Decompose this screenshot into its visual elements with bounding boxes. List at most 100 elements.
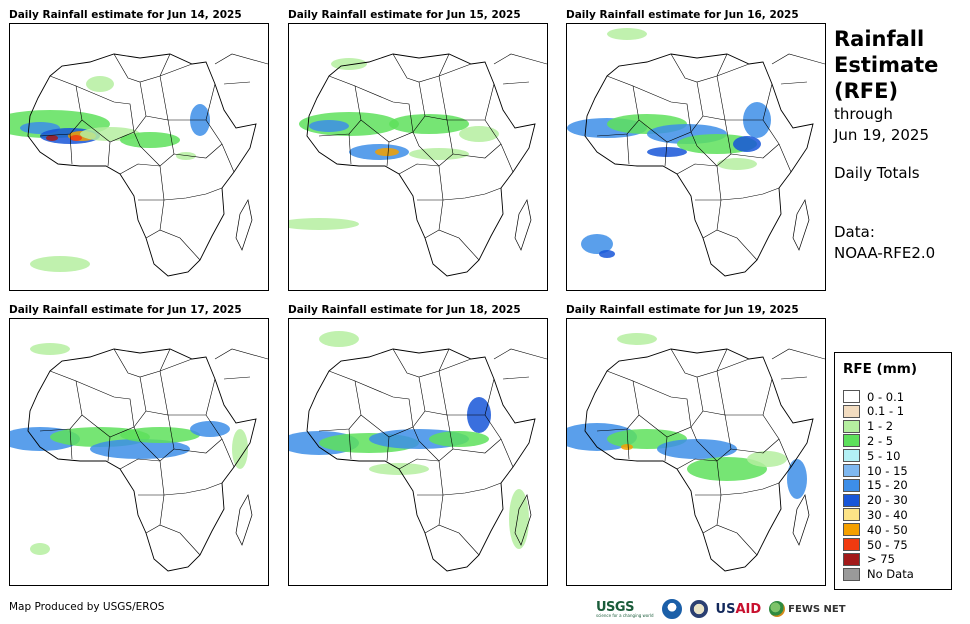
country-border [392, 348, 450, 378]
fews-globe-icon [769, 601, 786, 617]
country-border [447, 83, 495, 121]
legend-swatch [843, 390, 860, 403]
rainfall-area [617, 333, 657, 345]
country-border [730, 438, 780, 454]
country-border [438, 494, 480, 556]
rainfall-area [581, 234, 613, 254]
legend-item: 15 - 20 [843, 478, 908, 493]
africa-map [10, 53, 268, 277]
legend-label: > 75 [867, 552, 895, 567]
country-border [632, 85, 692, 143]
rainfall-area [733, 136, 761, 152]
rainfall-area [86, 76, 114, 92]
rainfall-area [647, 147, 687, 157]
end-date: Jun 19, 2025 [834, 126, 930, 144]
country-border [452, 143, 502, 159]
country-border [159, 358, 193, 372]
rainfall-map [288, 318, 548, 586]
country-border [173, 438, 223, 454]
legend-label: 40 - 50 [867, 522, 908, 537]
country-border [69, 428, 73, 460]
rainfall-area [717, 158, 757, 170]
legend-title: RFE (mm) [843, 361, 918, 377]
madagascar-outline [514, 494, 532, 546]
legend-swatch [843, 508, 860, 522]
country-border [113, 348, 171, 378]
country-border [695, 165, 722, 201]
legend-swatch [843, 464, 860, 477]
country-border [392, 53, 450, 83]
usgs-logo-text: USGS [596, 600, 634, 615]
country-border [354, 85, 414, 143]
country-border [412, 376, 426, 428]
fews-net-text: FEWS NET [788, 603, 846, 615]
country-border [632, 380, 692, 438]
legend-label: 0 - 0.1 [867, 389, 905, 404]
country-border [716, 63, 750, 77]
legend-label: 15 - 20 [867, 478, 908, 493]
rainfall-area [331, 58, 367, 70]
country-border [702, 229, 718, 239]
rainfall-area [657, 439, 737, 459]
legend-item: 1 - 2 [843, 419, 893, 434]
legend-item: 10 - 15 [843, 463, 908, 478]
panel-title: Daily Rainfall estimate for Jun 14, 2025 [9, 9, 242, 21]
country-border [725, 378, 773, 416]
africa-map [289, 331, 547, 572]
map-credit: Map Produced by USGS/EROS [9, 601, 165, 613]
rainfall-map [288, 23, 548, 291]
africa-coastline [306, 53, 536, 277]
country-border [145, 75, 169, 121]
legend-swatch [843, 478, 860, 492]
country-border [133, 81, 147, 133]
state-dept-logo-icon [689, 600, 708, 618]
country-border [670, 348, 728, 378]
totals-label: Daily Totals [834, 164, 920, 182]
legend-label: 2 - 5 [867, 433, 894, 448]
legend-label: 30 - 40 [867, 507, 908, 522]
country-border [348, 133, 352, 165]
rainfall-area [687, 457, 767, 481]
noaa-logo-icon [661, 599, 682, 619]
country-border [702, 370, 726, 416]
data-source: NOAA-RFE2.0 [834, 244, 936, 262]
legend-swatch [843, 434, 860, 448]
country-border [720, 482, 780, 496]
country-border [159, 199, 201, 261]
country-border [412, 426, 440, 462]
usaid-logo: USAID [716, 602, 762, 617]
rainfall-area [429, 431, 489, 447]
panel-title: Daily Rainfall estimate for Jun 17, 2025 [9, 304, 242, 316]
rainfall-area [621, 444, 633, 450]
country-border [664, 141, 668, 167]
madagascar-outline [792, 199, 810, 251]
arabia-border [214, 348, 268, 380]
legend-swatch [843, 493, 860, 507]
rainfall-area [319, 331, 359, 347]
legend-swatch [843, 538, 860, 551]
rainfall-area [30, 256, 90, 272]
africa-coastline [584, 348, 814, 572]
country-border [424, 524, 440, 534]
country-border [75, 85, 135, 143]
partner-logos: USGS science for a changing world USAID … [596, 596, 846, 622]
legend-item: 2 - 5 [843, 433, 893, 448]
rainfall-area [120, 132, 180, 148]
arabia-border [493, 348, 547, 380]
rainfall-map [566, 318, 826, 586]
legend-label: 50 - 75 [867, 537, 908, 552]
africa-map [10, 343, 268, 572]
country-border [145, 370, 169, 416]
legend-item: 50 - 75 [843, 537, 908, 552]
through-label: through [834, 105, 893, 123]
country-border [626, 133, 630, 165]
fews-net-logo: FEWS NET [769, 601, 846, 617]
usaid-us: US [715, 601, 736, 617]
legend-item: No Data [843, 567, 914, 582]
legend-item: 0.1 - 1 [843, 404, 904, 419]
legend-label: 1 - 2 [867, 419, 894, 434]
madagascar-outline [514, 199, 532, 251]
legend-swatch [843, 449, 860, 463]
africa-map [289, 53, 547, 277]
legend-item: 40 - 50 [843, 522, 908, 537]
